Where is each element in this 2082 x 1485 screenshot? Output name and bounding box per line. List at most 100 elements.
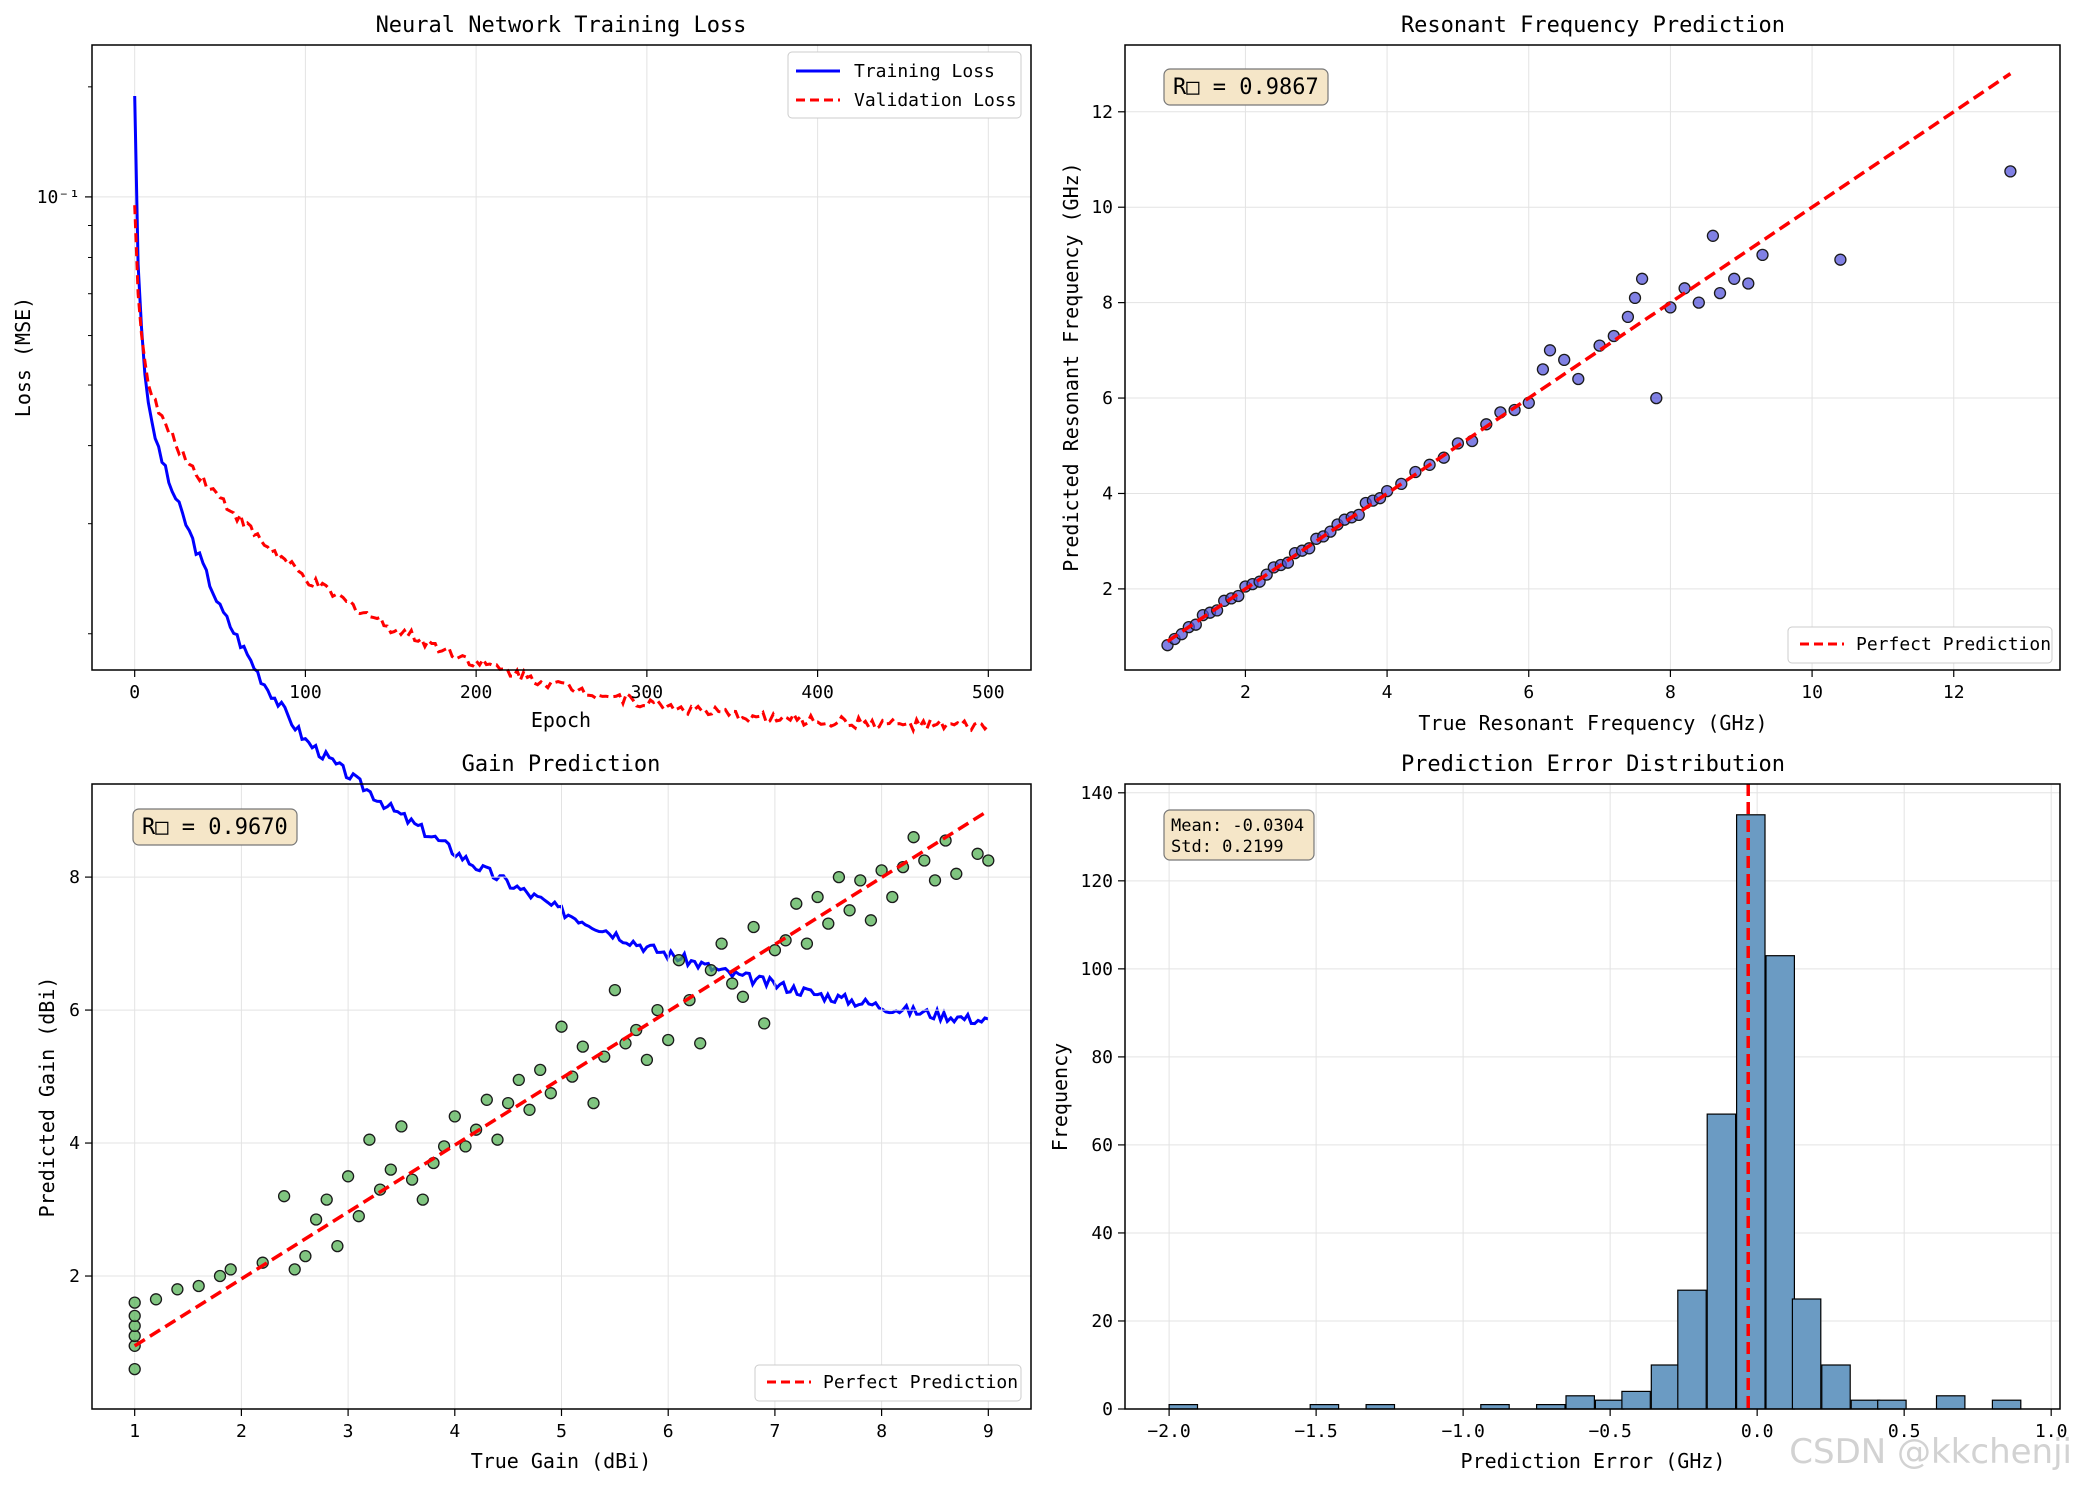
scatter-point	[501, 1096, 515, 1110]
y-tick-label: 120	[1080, 871, 1113, 892]
legend-box	[1787, 626, 2053, 664]
scatter-point	[352, 1210, 365, 1223]
panel-training-loss: Neural Network Training Loss 0 100 200 300 4…	[11, 13, 1032, 1026]
chart-title: Resonant Frequency Prediction	[1401, 13, 1785, 38]
scatter-point	[299, 1249, 312, 1263]
histogram-bar	[1791, 1298, 1822, 1410]
y-tick-label: 8	[1102, 293, 1113, 314]
scatter-point	[416, 1193, 429, 1206]
tick-group: 1 2 3 4 5 6 7 8 9 2 4 6 8	[69, 867, 994, 1442]
scatter-point	[384, 1163, 397, 1176]
scatter-point	[555, 1020, 568, 1033]
scatter-point	[886, 890, 899, 904]
scatter-point	[640, 1053, 654, 1067]
y-tick-label: 6	[1102, 388, 1113, 409]
legend-label-perfect: Perfect Prediction	[823, 1372, 1018, 1393]
scatter-point	[171, 1283, 184, 1296]
scatter-point	[1628, 291, 1642, 305]
scatter-point	[1572, 372, 1585, 386]
y-axis-label: Predicted Resonant Frequency (GHz)	[1059, 162, 1083, 571]
x-tick-label: 6	[663, 1421, 674, 1442]
chart-title: Prediction Error Distribution	[1401, 752, 1785, 777]
histogram-bar	[1621, 1390, 1651, 1410]
histogram-bar	[1594, 1399, 1625, 1410]
y-tick-label: 8	[69, 867, 80, 888]
x-tick-label: 12	[1943, 682, 1965, 703]
scatter-point	[128, 1319, 141, 1333]
x-tick-label: 300	[631, 682, 664, 703]
scatter-point	[768, 944, 782, 957]
scatter-point	[1706, 229, 1720, 242]
scatter-point	[534, 1063, 547, 1077]
x-tick-label: 5	[556, 1421, 567, 1442]
y-axis-label: Frequency	[1048, 1043, 1072, 1151]
x-tick-label: −1.5	[1294, 1421, 1337, 1442]
scatter-point	[459, 1140, 472, 1153]
panel-error-histogram: Prediction Error Distribution −2.0 −1.5 −1…	[1048, 752, 2067, 1473]
scatter-point	[1650, 391, 1663, 405]
histogram-bar	[1735, 814, 1766, 1410]
r2-annotation-box	[1163, 68, 1329, 106]
plot-frame	[1124, 783, 2061, 1410]
perfect-prediction-line	[133, 809, 990, 1348]
histogram-bar	[1821, 1364, 1851, 1410]
scatter-point	[971, 847, 984, 860]
scatter-point	[608, 983, 622, 997]
scatter-point	[128, 1309, 141, 1323]
x-tick-label: 200	[460, 682, 493, 703]
r2-annotation-box	[132, 808, 298, 846]
scatter-point	[918, 854, 931, 867]
legend-box	[787, 51, 1022, 119]
histogram-bar	[1877, 1399, 1907, 1410]
scatter-point	[843, 904, 856, 917]
chart-title: Neural Network Training Loss	[376, 13, 747, 38]
grid	[1125, 784, 2060, 1410]
legend-label-perfect: Perfect Prediction	[1856, 634, 2051, 655]
scatter-point	[694, 1037, 707, 1050]
y-tick-label: 6	[69, 1000, 80, 1021]
x-tick-label: 6	[1523, 682, 1534, 703]
scatter-point	[128, 1362, 141, 1376]
scatter-point	[149, 1293, 163, 1306]
scatter-point	[822, 917, 835, 930]
y-tick-label: 100	[1080, 959, 1113, 980]
scatter-point	[544, 1087, 557, 1100]
scatter-point	[480, 1093, 493, 1106]
tick-group: 2 4 6 8 10 12 2 4 6 8 10 12	[1091, 102, 1964, 703]
scatter-point	[576, 1040, 589, 1053]
x-tick-label: 0	[129, 682, 140, 703]
scatter-point	[1713, 286, 1727, 300]
x-tick-label: 100	[289, 682, 322, 703]
scatter-point	[341, 1170, 355, 1183]
scatter-point	[726, 977, 739, 990]
plot-frame	[91, 44, 1032, 671]
scatter-point	[1558, 353, 1571, 367]
scatter-point	[758, 1017, 771, 1030]
histogram-bar	[1850, 1399, 1881, 1410]
x-tick-label: −0.5	[1588, 1421, 1631, 1442]
panel-gain: Gain Prediction 1 2 3 4 5 6 7 8 9 2 4 6 8 True Gain …	[35, 752, 1032, 1473]
scatter-point	[790, 897, 803, 910]
x-tick-label: 8	[1665, 682, 1676, 703]
x-tick-label: 10	[1801, 682, 1823, 703]
y-tick-label: 2	[1102, 579, 1113, 600]
legend: Perfect Prediction	[1787, 626, 2053, 664]
x-axis-label: Epoch	[531, 708, 591, 732]
scatter-point	[224, 1263, 237, 1276]
x-tick-label: 1	[129, 1421, 140, 1442]
histogram-bar	[1935, 1395, 1966, 1410]
y-tick-label: 4	[1102, 483, 1113, 504]
y-tick-label: 4	[69, 1133, 80, 1154]
histogram-bar	[1706, 1113, 1737, 1410]
scatter-point	[587, 1096, 600, 1110]
histogram-bar	[1650, 1364, 1681, 1410]
plot-frame	[1124, 44, 2061, 671]
y-tick-label: 20	[1091, 1311, 1113, 1332]
bar-group	[1168, 814, 2022, 1410]
r2-annotation: R□ = 0.9670	[142, 815, 288, 840]
legend-label-validation: Validation Loss	[854, 90, 1017, 111]
y-tick-label: 12	[1091, 102, 1113, 123]
grid	[92, 45, 1031, 670]
scatter-point	[395, 1120, 408, 1133]
